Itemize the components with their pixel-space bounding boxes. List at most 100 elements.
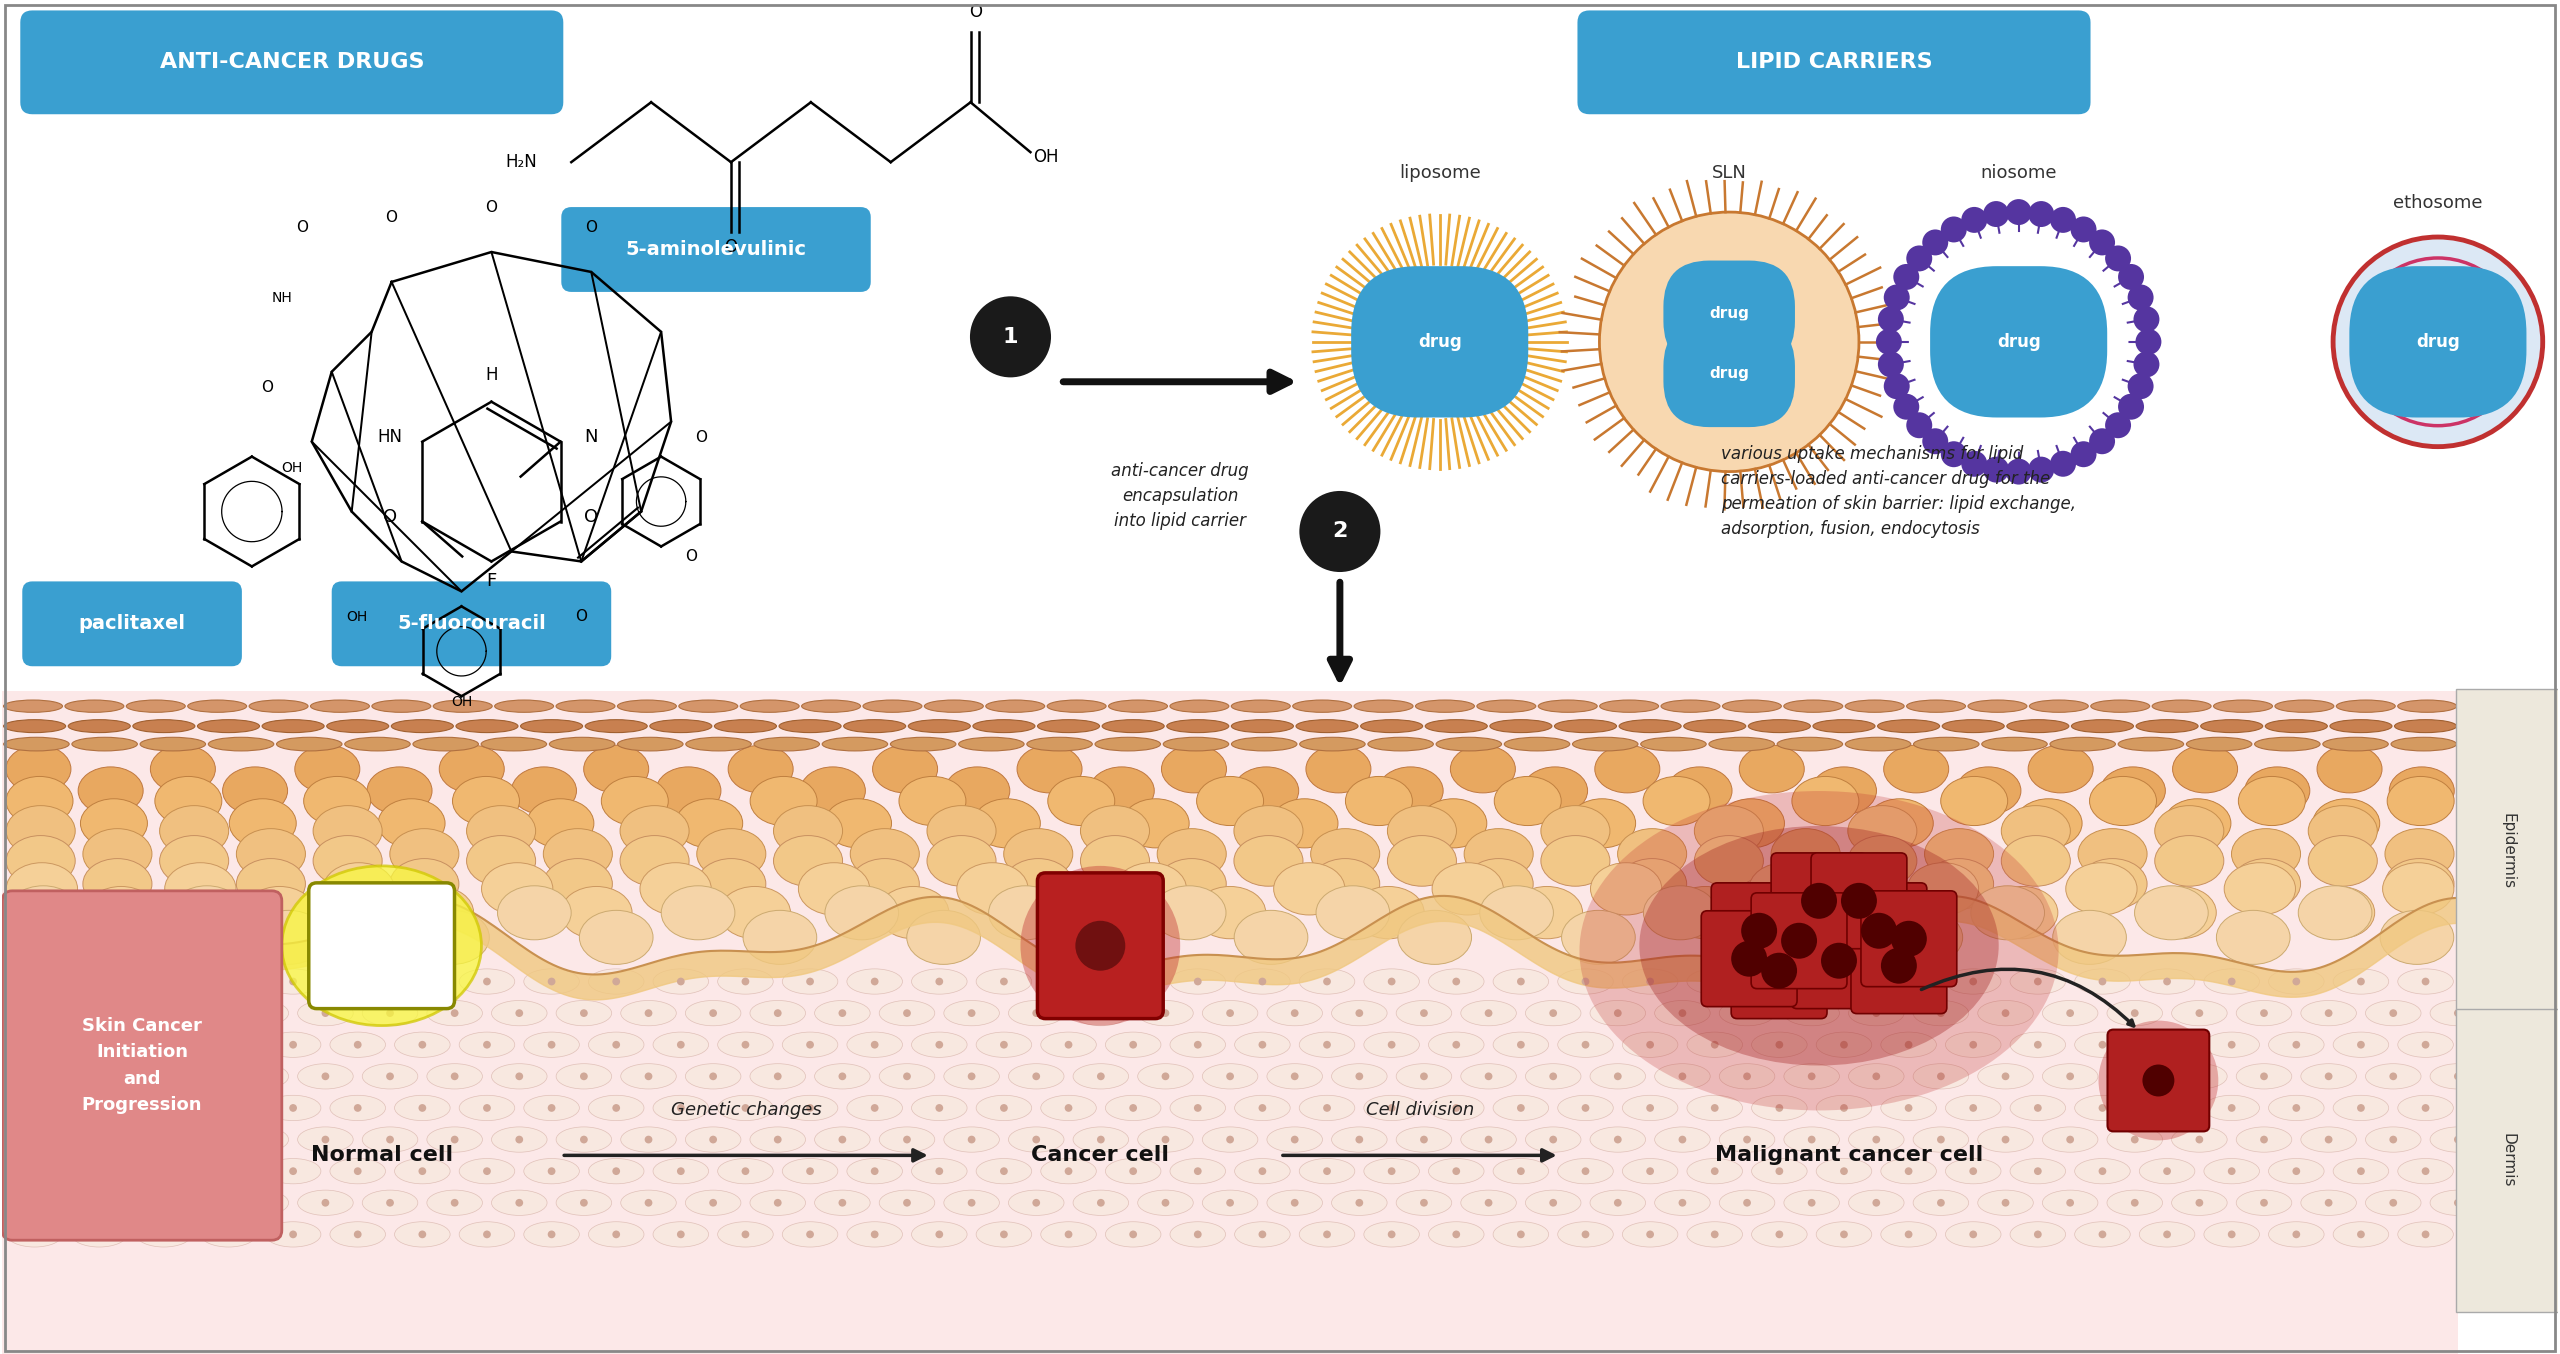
Ellipse shape <box>164 862 236 915</box>
Ellipse shape <box>266 1159 320 1183</box>
Circle shape <box>1907 412 1933 439</box>
Ellipse shape <box>1815 969 1871 994</box>
Text: OH: OH <box>1032 148 1057 167</box>
Ellipse shape <box>945 1001 998 1026</box>
Ellipse shape <box>520 720 584 733</box>
Ellipse shape <box>620 1064 676 1089</box>
Ellipse shape <box>1295 720 1357 733</box>
Circle shape <box>709 1072 717 1080</box>
Ellipse shape <box>2268 1095 2324 1121</box>
Text: O: O <box>381 508 397 525</box>
Circle shape <box>742 1167 750 1175</box>
Ellipse shape <box>330 1221 387 1247</box>
Ellipse shape <box>1428 1159 1485 1183</box>
Ellipse shape <box>1556 1221 1613 1247</box>
Ellipse shape <box>2429 1064 2486 1089</box>
Circle shape <box>1001 1231 1009 1239</box>
Circle shape <box>323 1072 330 1080</box>
Circle shape <box>484 978 492 986</box>
Ellipse shape <box>2107 1127 2163 1152</box>
Circle shape <box>1354 1198 1364 1206</box>
Ellipse shape <box>1882 1221 1935 1247</box>
Ellipse shape <box>742 910 817 964</box>
Ellipse shape <box>333 886 407 940</box>
Circle shape <box>417 1041 425 1048</box>
Ellipse shape <box>1751 1221 1807 1247</box>
Circle shape <box>2388 1136 2396 1143</box>
Ellipse shape <box>1398 910 1472 964</box>
Circle shape <box>709 1198 717 1206</box>
FancyBboxPatch shape <box>1830 883 1928 979</box>
Ellipse shape <box>1234 1095 1290 1121</box>
Ellipse shape <box>1492 1159 1549 1183</box>
Ellipse shape <box>297 1190 353 1216</box>
Ellipse shape <box>38 1127 95 1152</box>
Ellipse shape <box>2140 1095 2194 1121</box>
Ellipse shape <box>1170 1032 1226 1057</box>
Ellipse shape <box>1300 969 1354 994</box>
Circle shape <box>1782 923 1818 959</box>
Circle shape <box>1777 978 1784 986</box>
Circle shape <box>676 1231 684 1239</box>
Circle shape <box>417 978 425 986</box>
Circle shape <box>1065 1167 1073 1175</box>
Ellipse shape <box>2365 1127 2422 1152</box>
Ellipse shape <box>2299 886 2373 940</box>
Ellipse shape <box>650 720 712 733</box>
Circle shape <box>2455 1136 2463 1143</box>
Ellipse shape <box>1654 1127 1710 1152</box>
Ellipse shape <box>394 1095 451 1121</box>
Circle shape <box>2066 1009 2074 1017</box>
Circle shape <box>2104 245 2130 271</box>
Circle shape <box>2002 1136 2010 1143</box>
Circle shape <box>1549 1198 1556 1206</box>
Ellipse shape <box>310 700 369 712</box>
Ellipse shape <box>1526 1127 1582 1152</box>
Circle shape <box>1324 978 1331 986</box>
Ellipse shape <box>8 886 79 940</box>
Ellipse shape <box>2171 1127 2227 1152</box>
Ellipse shape <box>2204 1095 2260 1121</box>
Ellipse shape <box>1170 969 1226 994</box>
Circle shape <box>1354 1136 1364 1143</box>
Circle shape <box>2035 1231 2043 1239</box>
Ellipse shape <box>1562 910 1636 964</box>
Ellipse shape <box>945 1190 998 1216</box>
Circle shape <box>2227 978 2235 986</box>
Circle shape <box>353 1041 361 1048</box>
Circle shape <box>1892 921 1928 957</box>
Ellipse shape <box>87 910 161 964</box>
Ellipse shape <box>1234 910 1308 964</box>
Ellipse shape <box>717 1032 773 1057</box>
Circle shape <box>645 1198 653 1206</box>
Circle shape <box>1679 1198 1687 1206</box>
Ellipse shape <box>676 799 742 848</box>
Circle shape <box>1841 1041 1848 1048</box>
Circle shape <box>2035 1104 2043 1112</box>
Ellipse shape <box>169 1064 223 1089</box>
Circle shape <box>1743 1072 1751 1080</box>
Ellipse shape <box>717 1095 773 1121</box>
Circle shape <box>1260 978 1267 986</box>
Text: drug: drug <box>1710 367 1748 382</box>
Circle shape <box>2227 1167 2235 1175</box>
Circle shape <box>2035 1041 2043 1048</box>
Ellipse shape <box>1590 1127 1646 1152</box>
Circle shape <box>2227 1231 2235 1239</box>
Ellipse shape <box>891 738 955 751</box>
Circle shape <box>95 1167 102 1175</box>
FancyBboxPatch shape <box>561 207 870 292</box>
Circle shape <box>2002 1072 2010 1080</box>
Ellipse shape <box>1234 766 1298 815</box>
Ellipse shape <box>2399 1159 2452 1183</box>
Ellipse shape <box>1157 858 1226 910</box>
Circle shape <box>934 978 942 986</box>
Ellipse shape <box>428 1064 481 1089</box>
Circle shape <box>2135 329 2161 355</box>
Circle shape <box>1841 1167 1848 1175</box>
Ellipse shape <box>276 738 343 751</box>
Ellipse shape <box>2383 862 2455 915</box>
Circle shape <box>1969 1104 1976 1112</box>
Circle shape <box>1910 232 2127 452</box>
Ellipse shape <box>200 969 256 994</box>
